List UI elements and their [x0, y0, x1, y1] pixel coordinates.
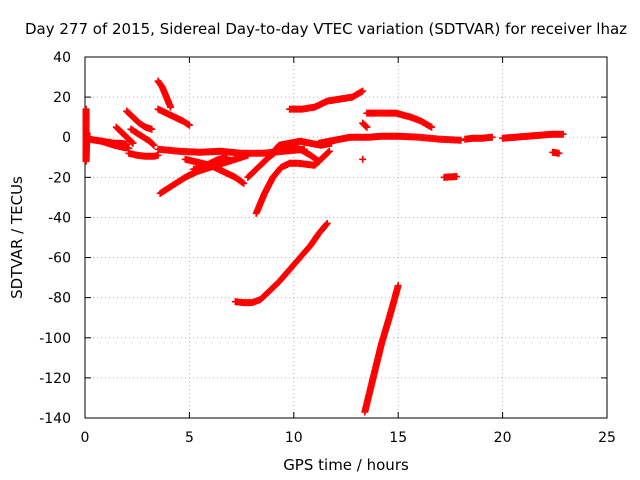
y-tick-label: 40 — [53, 50, 71, 66]
series-track — [359, 119, 371, 131]
y-tick-label: 0 — [62, 130, 71, 146]
x-tick-label: 10 — [285, 430, 303, 446]
series-track — [154, 77, 175, 111]
series-track — [315, 132, 465, 147]
series-track — [549, 148, 563, 157]
series-track — [286, 87, 367, 113]
data-point — [324, 148, 332, 156]
data-point — [238, 178, 246, 186]
data-point — [457, 136, 465, 144]
data-point — [359, 155, 367, 163]
data-points — [82, 77, 567, 416]
x-tick-label: 5 — [185, 430, 194, 446]
series-track — [112, 123, 137, 147]
series-track — [154, 105, 193, 129]
y-tick-label: -40 — [48, 210, 71, 226]
data-point — [555, 149, 563, 157]
series-track — [127, 125, 158, 149]
y-tick-label: -80 — [48, 291, 71, 307]
series-track — [123, 107, 156, 133]
x-tick-label: 20 — [494, 430, 512, 446]
y-tick-label: -140 — [39, 411, 71, 427]
data-point — [83, 129, 91, 137]
data-point — [244, 151, 252, 159]
series-track — [190, 153, 231, 173]
series-track — [231, 219, 331, 307]
data-point — [240, 179, 248, 187]
series-track — [499, 130, 567, 142]
y-tick-label: -60 — [48, 251, 71, 267]
series-track — [359, 155, 367, 163]
y-tick-label: -20 — [48, 170, 71, 186]
data-point — [362, 122, 370, 130]
x-axis-label: GPS time / hours — [283, 456, 409, 474]
data-point — [428, 123, 436, 131]
data-point — [394, 282, 402, 290]
data-point — [149, 140, 157, 148]
data-point — [223, 153, 231, 161]
data-point — [559, 130, 567, 138]
y-tick-label: 20 — [53, 90, 71, 106]
chart-title: Day 277 of 2015, Sidereal Day-to-day VTE… — [25, 20, 627, 38]
plot-frame — [84, 56, 608, 419]
data-point — [148, 125, 156, 133]
y-tick-label: -120 — [39, 371, 71, 387]
data-point — [128, 138, 136, 146]
axis-ticks: 0 5 10 15 20 25 40 20 0 -20 -40 -60 -80 -100 -120 -140 — [39, 50, 616, 446]
data-point — [315, 157, 323, 165]
data-point — [129, 139, 137, 147]
data-point — [154, 151, 162, 159]
data-point — [150, 141, 158, 149]
data-point — [325, 147, 333, 155]
series-track — [98, 137, 133, 152]
data-point — [453, 173, 461, 181]
series-track — [252, 147, 333, 217]
series-track — [440, 173, 461, 181]
series-track — [363, 109, 436, 131]
series-track — [156, 151, 252, 197]
data-point — [488, 133, 496, 141]
data-point — [167, 103, 175, 111]
y-axis-label: SDTVAR / TECUs — [8, 176, 26, 299]
data-point — [323, 219, 331, 227]
series-track — [461, 133, 496, 143]
data-point — [359, 87, 367, 95]
data-point — [185, 121, 193, 129]
series-track — [125, 149, 162, 160]
x-tick-label: 15 — [389, 430, 407, 446]
x-tick-label: 25 — [598, 430, 616, 446]
series-track — [361, 282, 402, 416]
data-point — [363, 123, 371, 131]
data-point — [314, 156, 322, 164]
series-track — [82, 105, 91, 165]
data-point — [322, 221, 330, 229]
x-tick-label: 0 — [81, 430, 90, 446]
y-tick-label: -100 — [39, 331, 71, 347]
data-point — [184, 120, 192, 128]
